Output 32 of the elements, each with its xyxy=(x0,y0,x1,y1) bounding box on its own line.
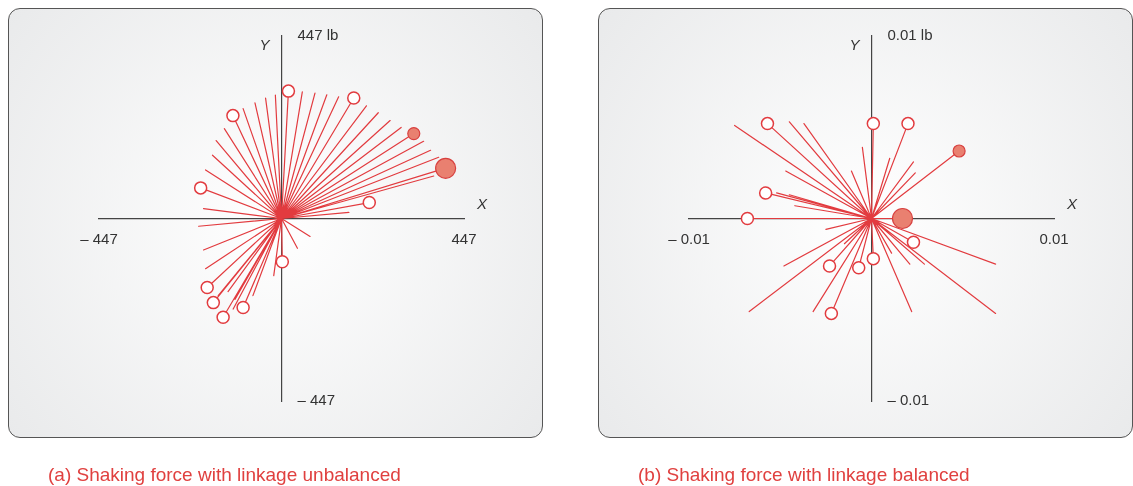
x-axis-title: X xyxy=(475,195,488,213)
y-axis-title: Y xyxy=(259,36,271,54)
point xyxy=(347,91,361,105)
point xyxy=(216,310,230,325)
point xyxy=(281,84,296,98)
point xyxy=(200,280,214,295)
point xyxy=(362,195,377,210)
point xyxy=(822,259,837,273)
x-tick-label: 447 xyxy=(451,230,477,248)
point xyxy=(206,295,221,310)
point xyxy=(906,235,921,249)
point xyxy=(760,116,775,131)
point xyxy=(758,186,773,200)
y-axis-title: Y xyxy=(849,36,861,54)
x-tick-label: – 0.01 xyxy=(668,230,710,248)
y-tick-label: 0.01 lb xyxy=(887,26,933,44)
text: (b) Shaking force with linkage balanced xyxy=(638,464,971,486)
x-tick-label: 0.01 xyxy=(1039,230,1069,248)
point xyxy=(901,116,915,131)
point xyxy=(851,261,866,275)
point xyxy=(866,116,881,131)
x-axis-title: X xyxy=(1065,195,1078,213)
point xyxy=(824,306,839,321)
point xyxy=(236,300,250,315)
y-tick-label: 447 lb xyxy=(297,26,339,44)
x-tick-label: – 447 xyxy=(80,230,118,248)
point xyxy=(866,251,881,266)
text: (a) Shaking force with linkage unbalanced xyxy=(48,464,402,486)
point xyxy=(226,108,240,123)
point xyxy=(740,211,755,226)
point xyxy=(193,181,208,195)
point xyxy=(275,255,290,269)
